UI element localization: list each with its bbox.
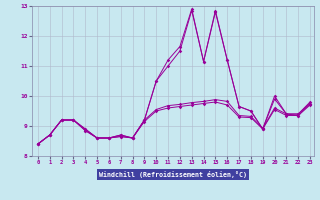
X-axis label: Windchill (Refroidissement éolien,°C): Windchill (Refroidissement éolien,°C) (99, 171, 247, 178)
